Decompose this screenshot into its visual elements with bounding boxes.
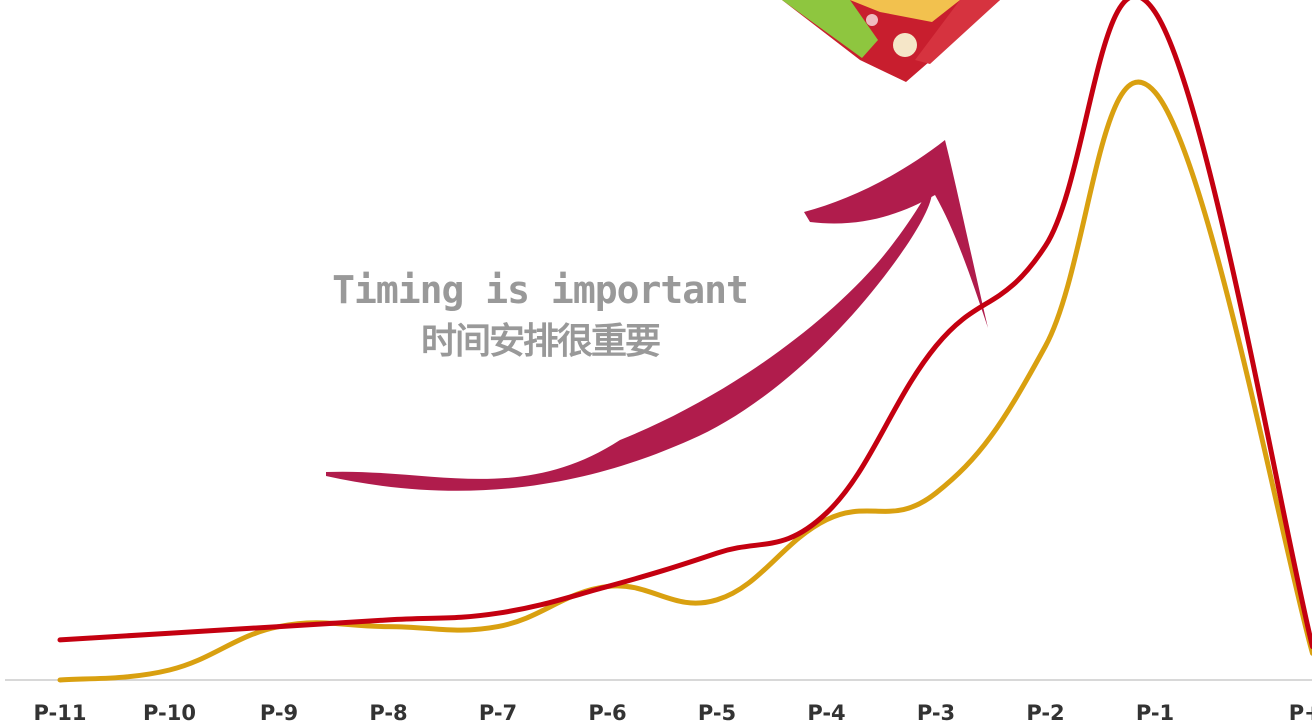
series-line-gold — [57, 79, 1312, 683]
series-line-red — [57, 0, 1312, 650]
x-tick-label: P-9 — [260, 701, 298, 722]
caption-english: Timing is important — [332, 268, 749, 312]
product-package-image — [782, 0, 1000, 82]
x-axis-tick-labels: P-11 P-10 P-9 P-8 P-7 P-6 P-5 P-4 P-3 P-2 P-1 P+1 — [34, 701, 1312, 722]
x-tick-label: P+1 — [1289, 701, 1312, 722]
x-tick-label: P-6 — [588, 701, 626, 722]
x-tick-label: P-4 — [807, 701, 845, 722]
x-tick-label: P-5 — [698, 701, 736, 722]
rising-arrow-icon — [326, 140, 988, 491]
x-tick-label: P-1 — [1136, 701, 1174, 722]
x-tick-label: P-10 — [143, 701, 196, 722]
x-tick-label: P-3 — [917, 701, 955, 722]
x-tick-label: P-7 — [479, 701, 517, 722]
x-tick-label: P-2 — [1026, 701, 1064, 722]
caption-chinese: 时间安排很重要 — [420, 321, 661, 362]
x-tick-label: P-11 — [34, 701, 87, 722]
x-tick-label: P-8 — [369, 701, 407, 722]
